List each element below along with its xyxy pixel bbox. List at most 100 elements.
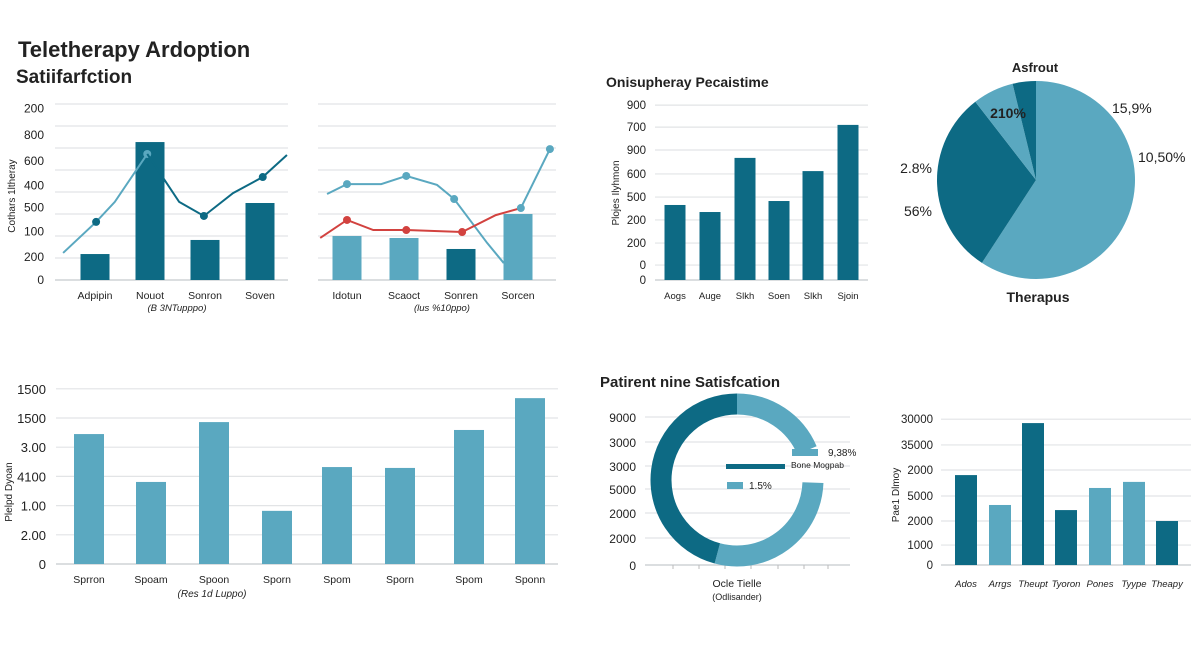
bar bbox=[136, 481, 166, 564]
data-point bbox=[258, 173, 267, 182]
y-axis-label: Plojes Ilyhmon bbox=[611, 160, 622, 225]
bar bbox=[837, 124, 859, 281]
bar bbox=[1022, 423, 1044, 565]
x-tick-label: Spom bbox=[323, 574, 351, 586]
x-tick-label: Nouot bbox=[136, 290, 164, 302]
data-point bbox=[516, 204, 525, 213]
y-tick-label: 900 bbox=[627, 100, 646, 112]
y-axis-label: Plelpd Dyoan bbox=[4, 462, 15, 521]
y-tick-label: 0 bbox=[39, 557, 46, 572]
slice-label: 2.8% bbox=[900, 160, 932, 176]
spoon-bar-chart bbox=[56, 388, 558, 565]
bar bbox=[199, 422, 229, 564]
y-tick-label: 600 bbox=[627, 169, 646, 181]
y-axis-label: Pae1 Dlmoy bbox=[891, 468, 902, 522]
data-point bbox=[402, 171, 411, 180]
x-tick-label: Sponn bbox=[515, 574, 546, 586]
data-point bbox=[199, 211, 208, 220]
x-axis-sublabel: (B 3NTupppo) bbox=[148, 303, 207, 314]
y-tick-label: 200 bbox=[24, 250, 44, 264]
y-tick-label: 0 bbox=[927, 560, 933, 572]
pie-slice bbox=[975, 83, 1036, 180]
x-tick-label: Sonron bbox=[188, 290, 222, 302]
y-tick-label: 500 bbox=[24, 200, 44, 214]
bar bbox=[385, 467, 415, 564]
bar bbox=[664, 204, 686, 280]
y-tick-label: 200 bbox=[627, 238, 646, 250]
x-tick-label: Spom bbox=[455, 574, 483, 586]
series-line bbox=[319, 207, 522, 239]
x-tick-label: Slkh bbox=[736, 291, 754, 302]
bar bbox=[1055, 510, 1077, 565]
y-tick-label: 3000 bbox=[609, 436, 636, 450]
data-point bbox=[92, 217, 101, 226]
x-tick-label: Sporn bbox=[263, 574, 291, 586]
y-tick-label: 1500 bbox=[17, 411, 46, 426]
x-tick-label: Theapy bbox=[1151, 579, 1184, 590]
x-tick-label: Tyype bbox=[1121, 579, 1146, 590]
x-tick-label: Sprron bbox=[73, 574, 105, 586]
x-tick-label: Sorcen bbox=[501, 290, 534, 302]
bar bbox=[503, 214, 533, 280]
x-tick-label: Tyoron bbox=[1052, 579, 1081, 590]
legend-label: Bone Mogpab bbox=[791, 460, 844, 470]
legend-swatch bbox=[726, 464, 785, 469]
x-axis-label: (Res 1d Luppo) bbox=[178, 589, 247, 600]
slice-label: 56% bbox=[904, 203, 932, 219]
y-tick-label: 2.00 bbox=[21, 528, 46, 543]
y-tick-label: 0 bbox=[37, 273, 44, 287]
y-tick-label: 500 bbox=[627, 192, 646, 204]
y-tick-label: 0 bbox=[629, 559, 636, 573]
y-tick-label: 9000 bbox=[609, 411, 636, 425]
y-tick-label: 1500 bbox=[17, 382, 46, 397]
y-axis-label: Cothars 1ltheray bbox=[7, 159, 18, 232]
legend-swatch bbox=[727, 482, 743, 489]
data-point bbox=[343, 180, 351, 189]
slice-label: 15,9% bbox=[1112, 100, 1152, 116]
x-tick-label: Slkh bbox=[804, 291, 822, 302]
bar bbox=[989, 504, 1011, 565]
dashboard-subtitle: Satiifarfction bbox=[16, 67, 132, 88]
bar bbox=[74, 434, 104, 564]
data-point bbox=[343, 215, 351, 224]
slice-label: 210% bbox=[990, 105, 1026, 121]
x-tick-label: Soen bbox=[768, 291, 790, 302]
bar bbox=[802, 171, 824, 280]
chart-label: Therapus bbox=[1006, 289, 1069, 305]
bar bbox=[322, 467, 352, 564]
bar bbox=[454, 429, 484, 564]
adoption-combo-chart bbox=[55, 103, 556, 281]
y-tick-label: 2000 bbox=[609, 532, 636, 546]
y-tick-label: 1.00 bbox=[21, 499, 46, 514]
satisfaction-donut-chart bbox=[645, 393, 850, 569]
bar bbox=[135, 142, 165, 280]
donut-arc bbox=[650, 393, 738, 564]
chart-title: Patirent nine Satisfcation bbox=[600, 374, 780, 391]
y-tick-label: 5000 bbox=[609, 483, 636, 497]
series-line bbox=[146, 153, 288, 218]
y-tick-label: 200 bbox=[627, 215, 646, 227]
x-tick-label: Pones bbox=[1087, 579, 1114, 590]
y-tick-label: 400 bbox=[24, 178, 44, 192]
y-tick-label: 4100 bbox=[17, 469, 46, 484]
x-tick-label: Spoam bbox=[134, 574, 168, 586]
x-tick-label: Ados bbox=[954, 579, 977, 590]
bar bbox=[332, 236, 362, 280]
bar bbox=[1089, 487, 1111, 565]
dashboard-title: Teletherapy Ardoption bbox=[18, 37, 250, 62]
therapy-type-bar-chart bbox=[941, 418, 1191, 566]
y-tick-label: 0 bbox=[640, 260, 646, 272]
bar bbox=[446, 248, 476, 280]
legend-label: 1.5% bbox=[749, 481, 772, 492]
bar bbox=[245, 203, 275, 280]
bar bbox=[1156, 521, 1178, 565]
x-axis-sublabel: (lus %10ppo) bbox=[414, 303, 470, 314]
series-line bbox=[326, 174, 505, 264]
y-tick-label: 5000 bbox=[907, 491, 933, 503]
donut-arc bbox=[736, 393, 817, 455]
y-tick-label: 2000 bbox=[907, 516, 933, 528]
x-tick-label: Theupt bbox=[1018, 579, 1048, 590]
y-tick-label: 2000 bbox=[907, 465, 933, 477]
x-tick-label: Aogs bbox=[664, 291, 686, 302]
